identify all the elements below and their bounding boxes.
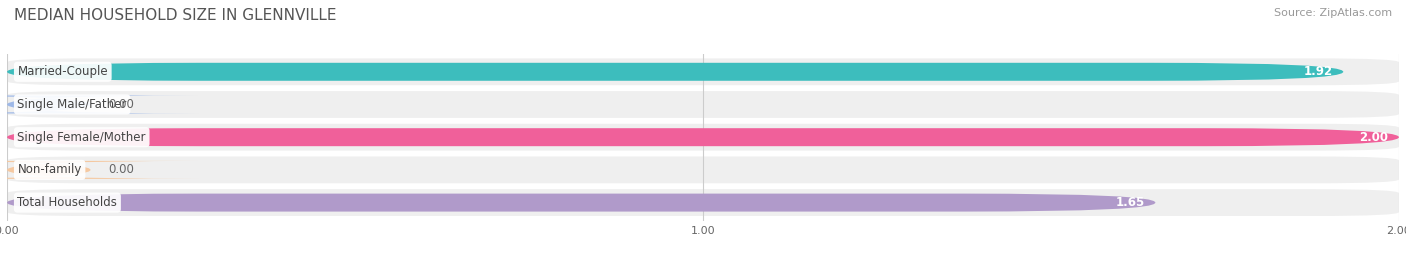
FancyBboxPatch shape: [7, 128, 1399, 146]
Text: 1.65: 1.65: [1116, 196, 1144, 209]
Text: Single Female/Mother: Single Female/Mother: [17, 131, 146, 144]
FancyBboxPatch shape: [7, 124, 1399, 151]
Text: 0.00: 0.00: [108, 163, 134, 176]
FancyBboxPatch shape: [0, 161, 198, 179]
FancyBboxPatch shape: [7, 58, 1399, 85]
Text: MEDIAN HOUSEHOLD SIZE IN GLENNVILLE: MEDIAN HOUSEHOLD SIZE IN GLENNVILLE: [14, 8, 336, 23]
FancyBboxPatch shape: [7, 189, 1399, 216]
Text: 1.92: 1.92: [1303, 65, 1333, 78]
FancyBboxPatch shape: [7, 157, 1399, 183]
Text: 2.00: 2.00: [1360, 131, 1389, 144]
FancyBboxPatch shape: [7, 91, 1399, 118]
Text: 0.00: 0.00: [108, 98, 134, 111]
Text: Married-Couple: Married-Couple: [17, 65, 108, 78]
FancyBboxPatch shape: [7, 63, 1343, 81]
Text: Single Male/Father: Single Male/Father: [17, 98, 127, 111]
FancyBboxPatch shape: [7, 194, 1156, 212]
Text: Source: ZipAtlas.com: Source: ZipAtlas.com: [1274, 8, 1392, 18]
Text: Non-family: Non-family: [17, 163, 82, 176]
FancyBboxPatch shape: [0, 95, 198, 114]
Text: Total Households: Total Households: [17, 196, 117, 209]
